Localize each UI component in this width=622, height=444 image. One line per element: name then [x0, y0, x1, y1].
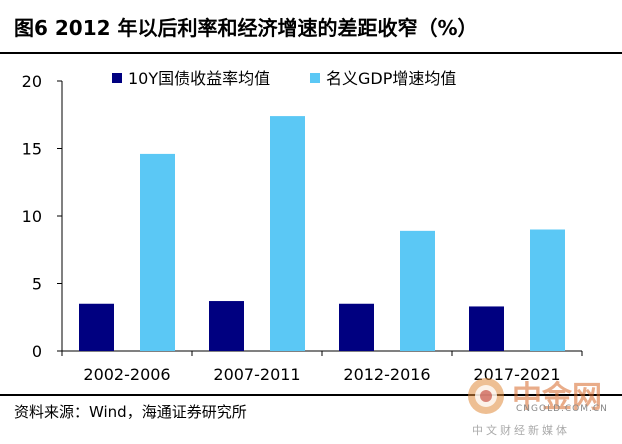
bar-chart: 0 5 10 15 20 2002-2006 2007-2011 2012-2016 2017… — [22, 69, 583, 384]
legend-swatch — [310, 73, 320, 83]
legend-label: 名义GDP增速均值 — [326, 69, 456, 88]
watermark-tagline: 中文财经新媒体 — [472, 424, 570, 437]
bar — [140, 153, 175, 351]
y-tick-label: 15 — [22, 140, 42, 159]
x-tick-label: 2012-2016 — [343, 365, 430, 384]
legend-label: 10Y国债收益率均值 — [128, 69, 270, 88]
y-tick-label: 10 — [22, 207, 42, 226]
legend-swatch — [112, 73, 122, 83]
x-axis: 2002-2006 2007-2011 2012-2016 2017-2021 — [61, 350, 583, 384]
y-axis: 0 5 10 15 20 — [22, 72, 63, 361]
footer-divider — [0, 394, 622, 396]
bar — [79, 303, 114, 351]
y-tick-label: 0 — [32, 342, 42, 361]
bars — [79, 116, 565, 351]
bar — [209, 301, 244, 351]
y-tick-label: 5 — [32, 275, 42, 294]
title-bar: 图6 2012 年以后利率和经济增速的差距收窄（%） — [0, 0, 622, 54]
legend: 10Y国债收益率均值 名义GDP增速均值 — [112, 69, 456, 88]
bar — [400, 230, 435, 351]
watermark: 中金网 CNGOLD.COM.CN 中文财经新媒体 — [466, 372, 616, 438]
watermark-logo-icon — [468, 378, 504, 414]
x-tick-label: 2007-2011 — [213, 365, 300, 384]
bar — [469, 306, 504, 351]
bar — [270, 116, 305, 351]
x-tick-label: 2002-2006 — [83, 365, 170, 384]
x-tick-label: 2017-2021 — [473, 365, 560, 384]
chart-title: 图6 2012 年以后利率和经济增速的差距收窄（%） — [14, 16, 478, 40]
bar — [339, 303, 374, 351]
bar — [530, 229, 565, 351]
source-note: 资料来源：Wind，海通证券研究所 — [14, 403, 247, 421]
y-tick-label: 20 — [22, 72, 42, 91]
watermark-domain: CNGOLD.COM.CN — [516, 404, 608, 414]
watermark-name: 中金网 — [512, 380, 602, 415]
